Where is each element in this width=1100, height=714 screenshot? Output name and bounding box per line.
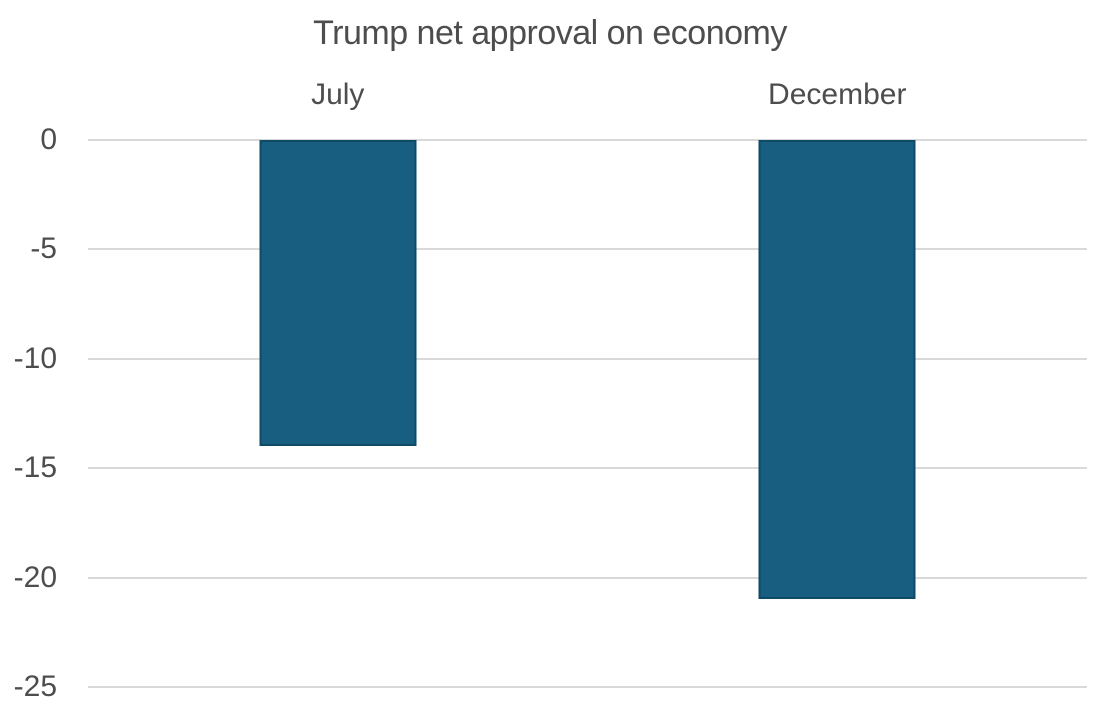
y-tick-label: -15 [13, 451, 57, 485]
gridline [88, 686, 1087, 688]
gridline [88, 576, 1087, 579]
category-label-december: December [768, 78, 907, 111]
gridline [88, 467, 1087, 470]
y-tick-label: -5 [30, 232, 57, 266]
y-tick-label: -10 [13, 341, 57, 375]
gridline [88, 139, 1087, 141]
y-tick-label: -20 [13, 560, 57, 594]
gridline [88, 357, 1087, 360]
bar-december [758, 140, 916, 600]
gridline [88, 248, 1087, 251]
chart-title: Trump net approval on economy [313, 14, 787, 52]
category-label-july: July [311, 78, 365, 111]
y-tick-label: 0 [40, 123, 57, 156]
y-tick-label: -25 [13, 670, 57, 703]
bar-july [259, 140, 417, 447]
